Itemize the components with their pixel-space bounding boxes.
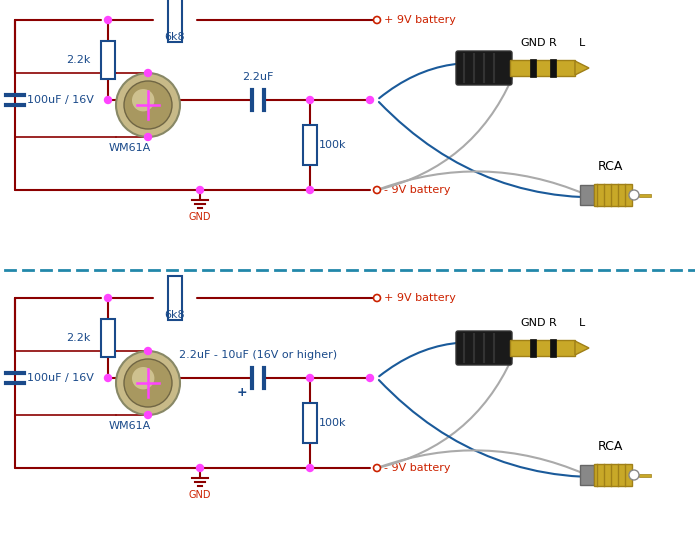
Circle shape (124, 81, 172, 129)
Text: + 9V battery: + 9V battery (384, 15, 456, 25)
Circle shape (629, 190, 639, 200)
Text: 100uF / 16V: 100uF / 16V (27, 95, 94, 105)
Circle shape (373, 186, 380, 193)
Bar (303, 403, 317, 443)
Bar (594, 184, 632, 206)
Text: WM61A: WM61A (109, 143, 151, 153)
Circle shape (366, 375, 373, 381)
Text: WM61A: WM61A (109, 421, 151, 431)
Bar (550, 339, 556, 357)
FancyBboxPatch shape (456, 51, 512, 85)
Circle shape (132, 367, 154, 389)
Bar (639, 474, 651, 476)
Circle shape (629, 470, 639, 480)
Bar (550, 59, 556, 77)
Circle shape (366, 97, 373, 103)
Text: 2.2k: 2.2k (65, 55, 90, 65)
Bar (530, 339, 536, 357)
Circle shape (104, 17, 111, 23)
Text: + 9V battery: + 9V battery (384, 293, 456, 303)
Text: +: + (237, 386, 247, 399)
Bar (303, 125, 317, 165)
Bar (580, 465, 594, 485)
Text: L: L (579, 318, 585, 328)
Circle shape (104, 295, 111, 301)
Text: - 9V battery: - 9V battery (384, 463, 450, 473)
Circle shape (145, 411, 152, 419)
Text: 100k: 100k (319, 140, 347, 150)
Bar (639, 193, 651, 196)
Text: R: R (549, 318, 557, 328)
Text: 2.2uF: 2.2uF (243, 72, 274, 82)
Bar (101, 41, 115, 79)
Text: 100uF / 16V: 100uF / 16V (27, 373, 94, 383)
Text: 2.2uF - 10uF (16V or higher): 2.2uF - 10uF (16V or higher) (179, 350, 337, 360)
Polygon shape (575, 341, 589, 355)
Circle shape (306, 97, 313, 103)
Polygon shape (575, 61, 589, 75)
Text: 6k8: 6k8 (165, 310, 186, 320)
Circle shape (197, 186, 204, 193)
Circle shape (116, 351, 180, 415)
Bar (530, 59, 536, 77)
FancyBboxPatch shape (456, 331, 512, 365)
Text: GND: GND (189, 490, 211, 500)
Bar (594, 464, 632, 486)
Text: 100k: 100k (319, 418, 347, 428)
Circle shape (116, 73, 180, 137)
Circle shape (132, 89, 154, 111)
Circle shape (104, 375, 111, 381)
Text: GND: GND (521, 38, 546, 48)
Circle shape (373, 17, 380, 23)
Circle shape (145, 348, 152, 355)
Text: 2.2k: 2.2k (65, 333, 90, 343)
Circle shape (124, 359, 172, 407)
Text: 6k8: 6k8 (165, 32, 186, 42)
Bar (510, 340, 575, 356)
Text: - 9V battery: - 9V battery (384, 185, 450, 195)
Text: RCA: RCA (597, 160, 623, 173)
Bar (101, 319, 115, 357)
Text: L: L (579, 38, 585, 48)
Circle shape (145, 133, 152, 141)
Circle shape (145, 70, 152, 77)
Text: RCA: RCA (597, 440, 623, 453)
Text: R: R (549, 38, 557, 48)
Text: GND: GND (521, 318, 546, 328)
Circle shape (306, 464, 313, 471)
Circle shape (306, 375, 313, 381)
Bar (580, 185, 594, 205)
Circle shape (197, 464, 204, 471)
Circle shape (373, 295, 380, 301)
Circle shape (104, 97, 111, 103)
Circle shape (373, 464, 380, 471)
Bar (510, 60, 575, 76)
Bar (168, 276, 182, 320)
Circle shape (306, 186, 313, 193)
Text: GND: GND (189, 212, 211, 222)
Bar (168, 0, 182, 42)
